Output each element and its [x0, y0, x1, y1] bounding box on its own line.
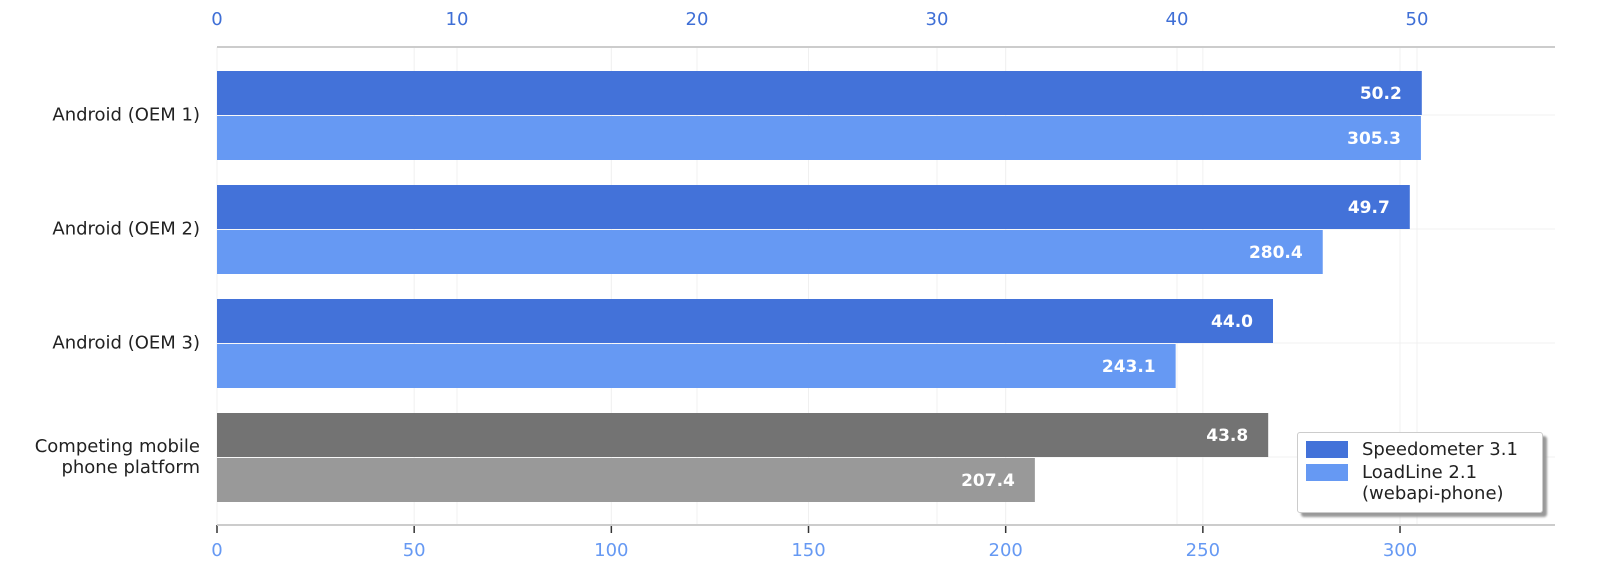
y-tick-label: Android (OEM 1) [52, 104, 200, 126]
value-label: 43.8 [1206, 426, 1248, 446]
x2-tick-label: 50 [403, 540, 426, 561]
x2-tick-label: 200 [989, 540, 1023, 561]
bar [217, 71, 1422, 115]
legend-item: LoadLine 2.1 (webapi-phone) [1306, 462, 1534, 504]
x2-tick-label: 250 [1186, 540, 1220, 561]
x-tick-label: 0 [211, 9, 222, 30]
value-label: 50.2 [1360, 84, 1402, 104]
x-tick-label: 40 [1166, 9, 1189, 30]
value-label: 305.3 [1347, 129, 1401, 149]
y-tick-label: Android (OEM 3) [52, 332, 200, 354]
legend: Speedometer 3.1 LoadLine 2.1 (webapi-phon… [1297, 432, 1543, 513]
x-tick-label: 20 [686, 9, 709, 30]
x2-tick-label: 0 [211, 540, 222, 561]
bar [217, 116, 1421, 160]
bar [217, 185, 1410, 229]
legend-label: LoadLine 2.1 (webapi-phone) [1362, 462, 1504, 504]
legend-label: Speedometer 3.1 [1362, 439, 1518, 460]
bar [217, 344, 1176, 388]
value-label: 280.4 [1249, 243, 1303, 263]
x-tick-label: 30 [926, 9, 949, 30]
x-tick-label: 10 [446, 9, 469, 30]
x2-tick-label: 150 [791, 540, 825, 561]
bar [217, 413, 1269, 457]
bar [217, 230, 1323, 274]
value-label: 207.4 [961, 471, 1015, 491]
y-tick-label: Android (OEM 2) [52, 218, 200, 240]
bar [217, 458, 1035, 502]
bar [217, 299, 1273, 343]
legend-swatch [1306, 441, 1348, 458]
y-tick-label: Competing mobile phone platform [34, 436, 200, 478]
legend-item: Speedometer 3.1 [1306, 439, 1534, 460]
legend-swatch [1306, 464, 1348, 481]
value-label: 44.0 [1211, 312, 1253, 332]
x-tick-label: 50 [1406, 9, 1429, 30]
value-label: 243.1 [1102, 357, 1156, 377]
value-label: 49.7 [1348, 198, 1390, 218]
x2-tick-label: 100 [594, 540, 628, 561]
x2-tick-label: 300 [1383, 540, 1417, 561]
